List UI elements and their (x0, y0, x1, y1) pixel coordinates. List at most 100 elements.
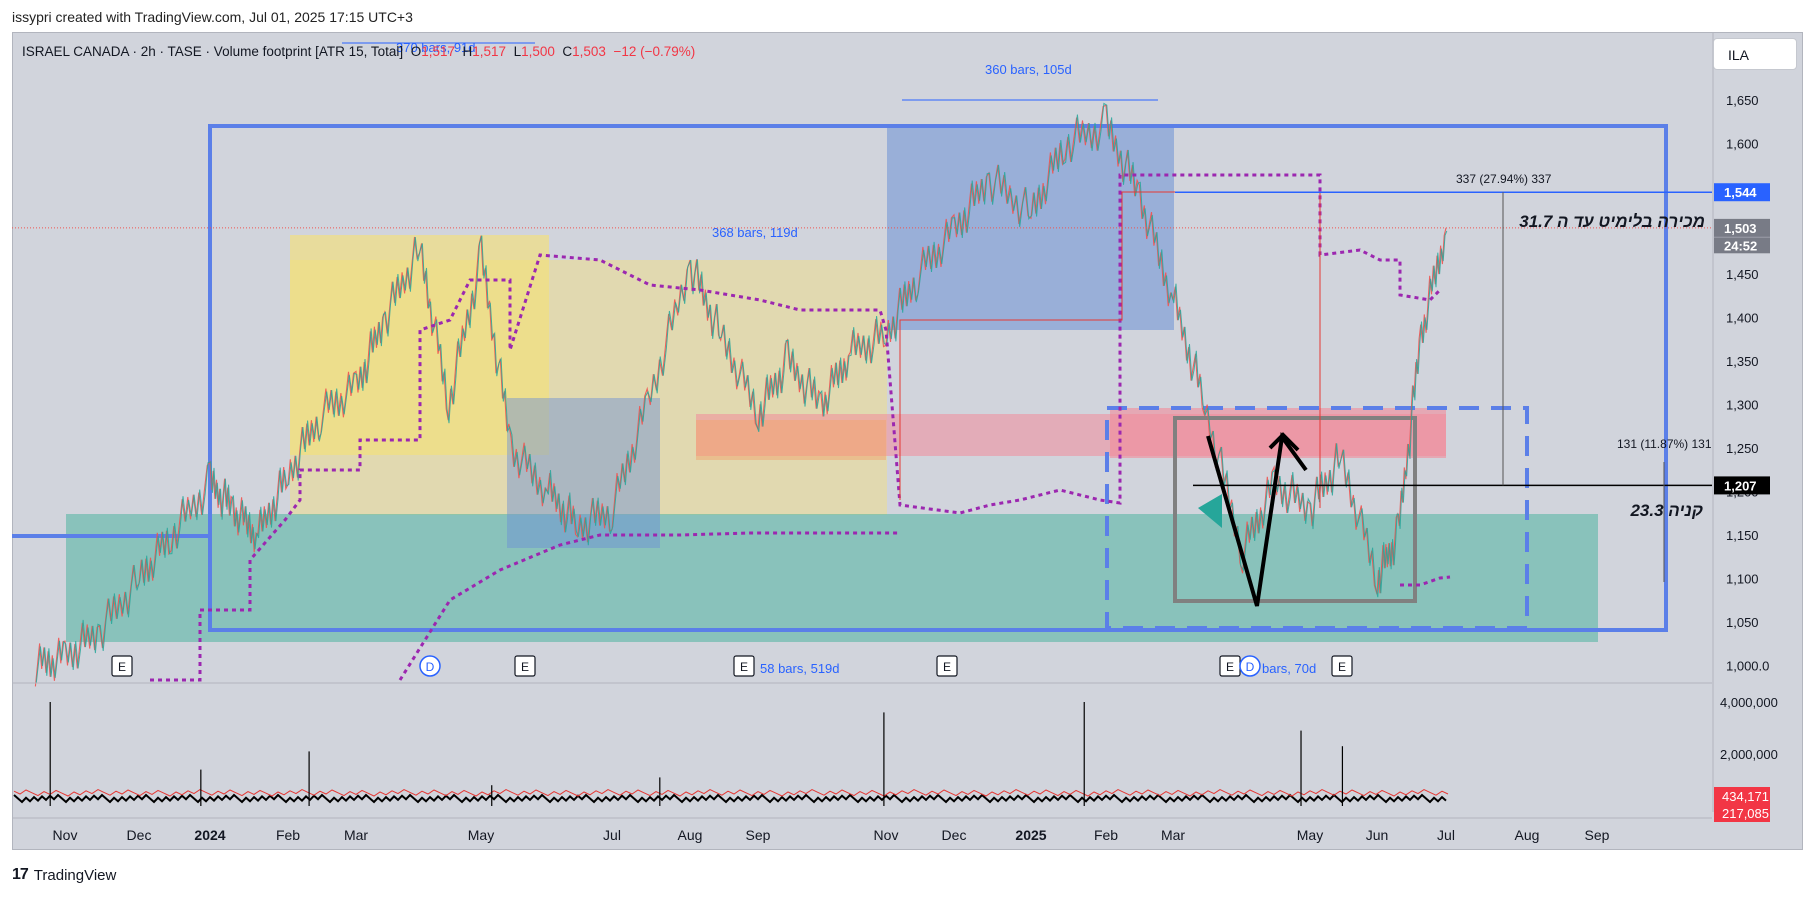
time-axis-tick: Mar (1161, 827, 1185, 843)
yellow-zone (290, 260, 887, 515)
blue-top-box (887, 128, 1174, 330)
time-axis-tick: May (1297, 827, 1323, 843)
blue-consolidation-box (507, 398, 660, 548)
time-axis-tick: Feb (276, 827, 300, 843)
volume-label: 434,171 (1722, 789, 1769, 804)
event-e-label: E (740, 660, 748, 674)
range-58-label: 58 bars, 519d (760, 661, 840, 676)
event-d-label: D (1246, 660, 1255, 674)
w-pattern-arrowhead (1268, 432, 1300, 452)
range-70-label: bars, 70d (1262, 661, 1316, 676)
price-axis-tick: 1,300 (1726, 398, 1759, 413)
event-d-marker[interactable] (1239, 655, 1261, 677)
price-label-bg (1714, 476, 1770, 495)
ohlc-close-label: C (562, 44, 573, 59)
measure-upper-label: 337 (27.94%) 337 (1456, 172, 1552, 186)
price-axis-tick: 1,450 (1726, 267, 1759, 282)
gray-pattern-box (1173, 416, 1417, 603)
volume-label-bg (1714, 787, 1770, 805)
price-axis-tick: 1,600 (1726, 137, 1759, 152)
time-axis-tick: Jul (1437, 827, 1455, 843)
price-axis-tick: 1,250 (1726, 441, 1759, 456)
time-axis-tick: 2025 (1015, 827, 1046, 843)
ohlc-high-label: H (462, 44, 473, 59)
time-axis-tick: 2024 (194, 827, 225, 843)
volume-average-line (13, 789, 1449, 797)
event-e-label: E (521, 660, 529, 674)
event-d-marker[interactable] (419, 655, 441, 677)
chart-credit: issypri created with TradingView.com, Ju… (12, 9, 413, 25)
time-axis-tick: Dec (127, 827, 152, 843)
dashed-blue-box (1105, 406, 1529, 630)
blue-outline-box (208, 124, 1668, 632)
price-label-bg (1714, 183, 1770, 202)
price-series-line-up (35, 102, 1448, 684)
time-axis-tick: Mar (344, 827, 368, 843)
volume-axis-tick: 4,000,000 (1720, 695, 1778, 710)
ohlc-open-label: O (410, 44, 422, 59)
range-368-label: 368 bars, 119d (712, 225, 798, 240)
volume-label: 217,085 (1722, 806, 1769, 821)
ohlc-high: 1,517 (472, 44, 507, 59)
price-axis-tick: 1,650 (1726, 93, 1759, 108)
event-e-marker[interactable] (936, 655, 958, 677)
time-axis-tick: Sep (1585, 827, 1610, 843)
price-label-countdown-bg (1714, 237, 1770, 254)
range-370-label: 370 bars, 91d (396, 40, 476, 55)
tradingview-brand[interactable]: 17 TradingView (12, 866, 116, 884)
time-axis-tick: May (468, 827, 494, 843)
price-label: 1,544 (1724, 185, 1757, 200)
symbol-description: ISRAEL CANADA · 2h · TASE · Volume footp… (22, 44, 404, 59)
price-axis-tick: 1,050 (1726, 615, 1759, 630)
ohlc-low: 1,500 (521, 44, 555, 59)
price-axis-tick: 1,000.0 (1726, 659, 1769, 674)
price-axis-tick: 1,100 (1726, 572, 1759, 587)
time-axis-tick: Jul (603, 827, 621, 843)
volume-axis-tick: 2,000,000 (1720, 747, 1778, 762)
event-d-label: D (426, 660, 435, 674)
tradingview-name: TradingView (33, 866, 117, 884)
time-axis-tick: Aug (678, 827, 703, 843)
ohlc-close: 1,503 (572, 44, 606, 59)
time-axis-tick: Sep (746, 827, 771, 843)
time-axis-tick: Aug (1515, 827, 1540, 843)
measure-lower-label: 131 (11.87%) 131 (1617, 437, 1712, 451)
ohlc-change: −12 (−0.79%) (613, 44, 696, 59)
event-e-marker[interactable] (733, 655, 755, 677)
event-e-marker[interactable] (111, 655, 133, 677)
sell-annotation: מכירה בלימיט עד ה 31.7 (1519, 212, 1705, 231)
price-axis-tick: 1,350 (1726, 354, 1759, 369)
event-e-marker[interactable] (514, 655, 536, 677)
volume-bars (13, 793, 1447, 804)
price-label: 1,207 (1724, 478, 1757, 493)
event-e-label: E (118, 660, 126, 674)
time-axis-tick: Jun (1366, 827, 1389, 843)
time-axis-tick: Nov (874, 827, 899, 843)
time-axis-tick: Feb (1094, 827, 1118, 843)
currency-button[interactable]: ILA (1713, 38, 1797, 70)
event-e-label: E (1226, 660, 1234, 674)
ohlc-open: 1,517 (421, 44, 455, 59)
range-360-label: 360 bars, 105d (985, 62, 1072, 77)
teal-support-zone (66, 514, 1598, 642)
orange-overlap-zone (696, 420, 886, 460)
event-e-label: E (943, 660, 951, 674)
volume-label-bg (1714, 804, 1770, 822)
event-e-marker[interactable] (1331, 655, 1353, 677)
poc-dotted-line-end (1400, 575, 1451, 587)
price-axis-tick: 1,150 (1726, 528, 1759, 543)
w-pattern-drawing (1206, 431, 1308, 607)
green-arrow-icon (1198, 494, 1222, 528)
ohlc-low-label: L (513, 44, 522, 59)
time-axis-tick: Dec (942, 827, 967, 843)
event-e-label: E (1338, 660, 1346, 674)
time-axis-tick: Nov (53, 827, 78, 843)
price-label-bg (1714, 218, 1770, 237)
poc-dotted-line-lower (398, 531, 900, 681)
price-axis-tick: 1,400 (1726, 311, 1759, 326)
price-label: 24:52 (1724, 238, 1757, 253)
tradingview-logo-icon: 17 (12, 866, 29, 883)
buy-annotation: קניה 23.3 (1629, 501, 1703, 520)
symbol-legend: ISRAEL CANADA · 2h · TASE · Volume footp… (22, 44, 695, 59)
